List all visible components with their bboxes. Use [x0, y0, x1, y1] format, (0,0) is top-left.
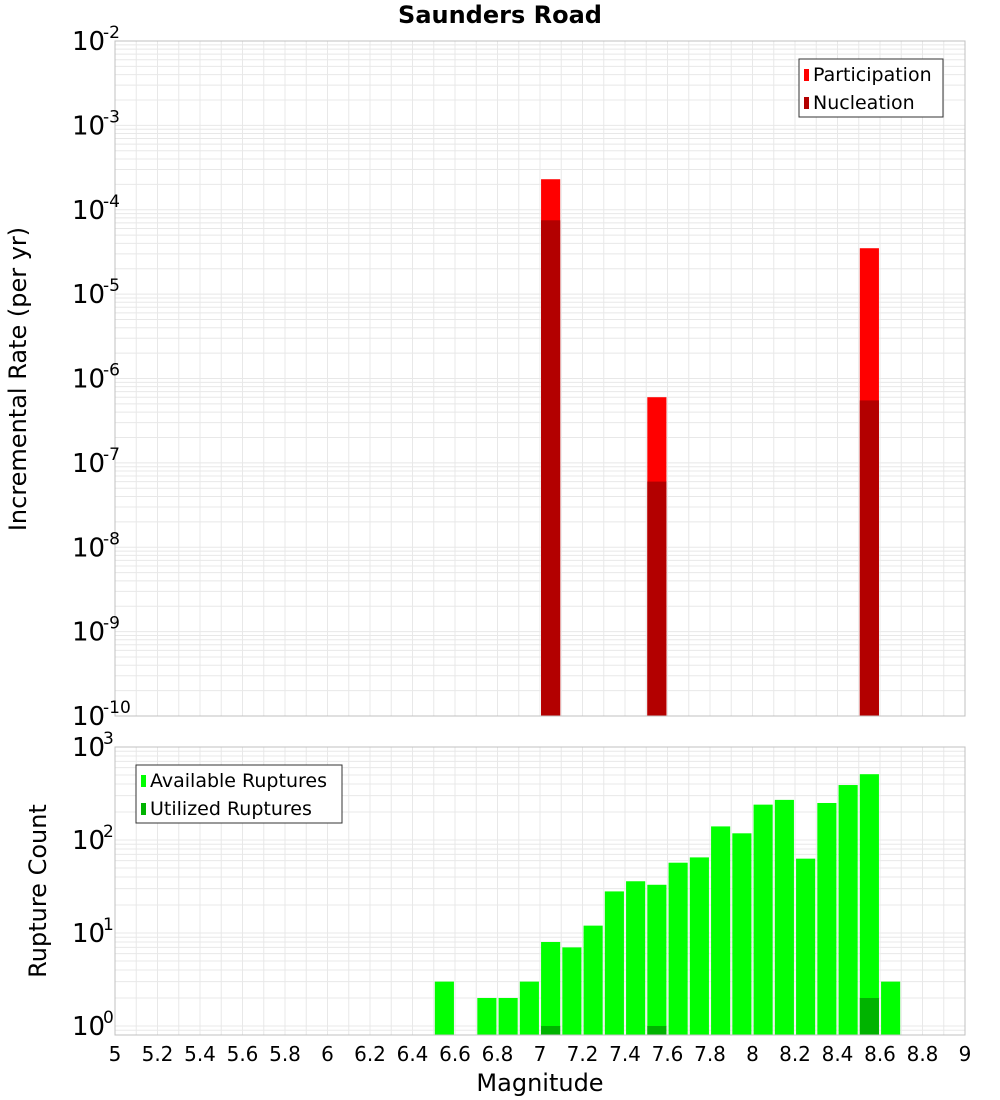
x-tick-label: 7 [534, 1042, 547, 1066]
available-ruptures-bar [583, 925, 603, 1035]
x-tick-label: 6 [321, 1042, 334, 1066]
y-tick-label: 10 [72, 196, 105, 226]
x-tick-label: 5 [109, 1042, 122, 1066]
legend-swatch [141, 803, 146, 815]
nucleation-bar [541, 220, 561, 717]
y-tick-label: 10 [72, 111, 105, 141]
plot-frame [114, 40, 966, 717]
available-ruptures-bar [519, 981, 539, 1035]
available-ruptures-bar [838, 785, 858, 1035]
x-tick-label: 8.8 [907, 1042, 939, 1066]
y-tick-exponent: -8 [103, 529, 120, 549]
grid [114, 40, 966, 717]
x-tick-label: 6.2 [354, 1042, 386, 1066]
y-tick-label: 10 [72, 733, 105, 763]
y-tick-exponent: 3 [103, 729, 114, 749]
available-ruptures-bar [477, 997, 497, 1035]
available-ruptures-bar [647, 884, 667, 1035]
x-tick-label: 6.4 [397, 1042, 429, 1066]
available-ruptures-bar [753, 804, 773, 1035]
legend-entry: Utilized Ruptures [150, 798, 312, 820]
x-tick-label: 8.4 [822, 1042, 854, 1066]
x-axis-label: Magnitude [476, 1069, 603, 1097]
y-tick-exponent: 0 [103, 1008, 114, 1028]
available-ruptures-bar [732, 833, 752, 1035]
available-ruptures-bar [689, 857, 709, 1035]
x-tick-label: 8.2 [779, 1042, 811, 1066]
x-tick-label: 7.8 [694, 1042, 726, 1066]
y-tick-exponent: -3 [103, 107, 120, 127]
available-ruptures-bar [796, 858, 816, 1035]
legend-entry: Nucleation [813, 92, 915, 114]
y-tick-label: 10 [72, 702, 105, 732]
available-ruptures-bar [626, 881, 646, 1035]
legend-box [135, 764, 343, 824]
y-tick-exponent: -5 [103, 276, 120, 296]
y-tick-exponent: 2 [103, 822, 114, 842]
nucleation-bar [859, 400, 879, 716]
plot-frame [114, 746, 966, 1036]
available-ruptures-bar [668, 862, 688, 1035]
available-ruptures-bar [604, 891, 624, 1035]
nucleation-bars [541, 220, 879, 717]
available-ruptures-bar [498, 997, 518, 1035]
x-tick-label: 9 [959, 1042, 972, 1066]
y-tick-label: 10 [72, 1012, 105, 1042]
y-tick-exponent: -4 [103, 192, 120, 212]
x-tick-label: 5.4 [184, 1042, 216, 1066]
y-tick-exponent: -7 [103, 445, 120, 465]
x-tick-label: 5.8 [269, 1042, 301, 1066]
legend: Participation Nucleation [798, 58, 944, 118]
legend-entry: Available Ruptures [150, 770, 327, 792]
y-tick-label: 10 [72, 365, 105, 395]
legend-swatch [141, 775, 146, 787]
x-tick-label: 7.2 [567, 1042, 599, 1066]
y-tick-label: 10 [72, 533, 105, 563]
y-tick-exponent: -9 [103, 614, 120, 634]
y-tick-label: 10 [72, 919, 105, 949]
available-ruptures-bar [541, 942, 561, 1035]
top-y-axis-label: Incremental Rate (per yr) [4, 227, 32, 531]
nucleation-bar [647, 481, 667, 716]
y-tick-exponent: -6 [103, 361, 120, 381]
x-tick-label: 7.4 [609, 1042, 641, 1066]
y-tick-exponent: -10 [103, 698, 131, 718]
utilized-ruptures-bars [541, 997, 879, 1035]
x-tick-label: 8.6 [864, 1042, 896, 1066]
utilized-ruptures-bar [859, 997, 879, 1035]
y-tick-label: 10 [72, 449, 105, 479]
utilized-ruptures-bar [647, 1025, 667, 1035]
available-ruptures-bar [774, 799, 794, 1035]
y-tick-exponent: 1 [103, 915, 114, 935]
x-tick-label: 7.6 [652, 1042, 684, 1066]
legend-swatch [804, 69, 809, 81]
bottom-y-axis-label: Rupture Count [24, 804, 52, 978]
legend-entry: Participation [813, 64, 932, 86]
x-tick-label: 6.6 [439, 1042, 471, 1066]
participation-panel: 10-1010-910-810-710-610-510-410-310-2Par… [72, 23, 966, 732]
x-tick-label: 8 [746, 1042, 759, 1066]
legend-swatch [804, 97, 809, 109]
legend: Available Ruptures Utilized Ruptures [135, 764, 343, 824]
available-ruptures-bar [817, 802, 837, 1035]
y-tick-exponent: -2 [103, 23, 120, 43]
x-tick-label: 6.8 [482, 1042, 514, 1066]
y-tick-label: 10 [72, 618, 105, 648]
x-tick-label: 5.6 [227, 1042, 259, 1066]
available-ruptures-bar [881, 981, 901, 1035]
available-ruptures-bar [562, 947, 582, 1035]
available-ruptures-bars [434, 774, 901, 1035]
available-ruptures-bar [711, 826, 731, 1035]
utilized-ruptures-bar [541, 1025, 561, 1035]
legend-box [798, 58, 944, 118]
y-tick-label: 10 [72, 280, 105, 310]
x-tick-label: 5.2 [142, 1042, 174, 1066]
y-tick-label: 10 [72, 826, 105, 856]
y-tick-label: 10 [72, 27, 105, 57]
available-ruptures-bar [434, 981, 454, 1035]
chart-title: Saunders Road [398, 1, 602, 29]
available-ruptures-bar [859, 774, 879, 1035]
